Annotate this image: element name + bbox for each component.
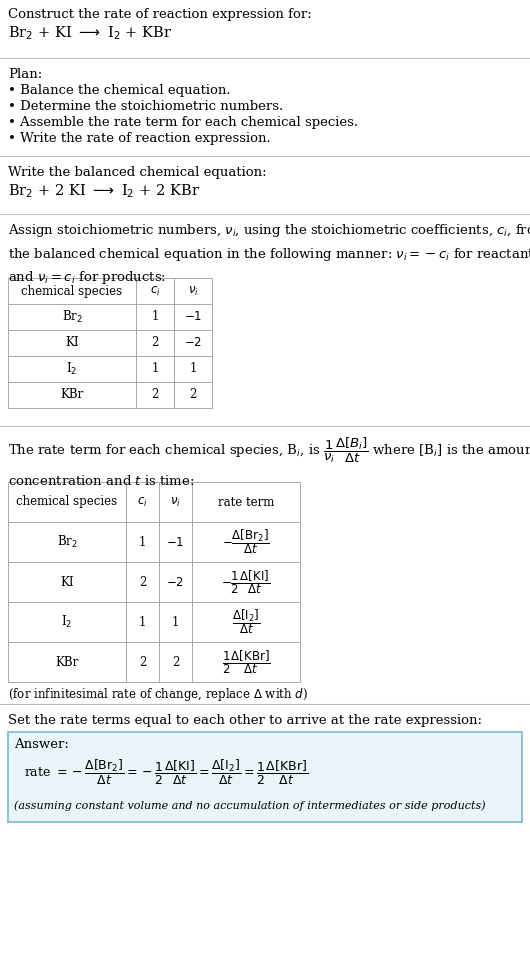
Bar [192,562,300,602]
Bar [8,304,136,330]
Text: I$_2$: I$_2$ [61,614,73,630]
Text: $\dfrac{1}{2}\dfrac{\Delta[\mathrm{KBr}]}{\Delta t}$: $\dfrac{1}{2}\dfrac{\Delta[\mathrm{KBr}]… [222,648,270,675]
Bar [159,602,192,642]
Text: 1: 1 [139,616,146,629]
Text: Br$_2$: Br$_2$ [57,534,77,550]
Bar [126,482,159,522]
Text: chemical species: chemical species [21,284,122,298]
Bar [8,356,136,382]
Text: 1: 1 [172,616,179,629]
Text: • Write the rate of reaction expression.: • Write the rate of reaction expression. [8,132,271,145]
Text: 1: 1 [151,310,158,323]
Text: $-1$: $-1$ [184,310,202,323]
Bar [159,562,192,602]
Text: • Determine the stoichiometric numbers.: • Determine the stoichiometric numbers. [8,100,283,113]
Text: Construct the rate of reaction expression for:: Construct the rate of reaction expressio… [8,8,312,21]
Text: KBr: KBr [60,388,84,401]
Text: rate $= -\dfrac{\Delta[\mathrm{Br}_2]}{\Delta t} = -\dfrac{1}{2}\dfrac{\Delta[\m: rate $= -\dfrac{\Delta[\mathrm{Br}_2]}{\… [24,758,308,787]
Text: KBr: KBr [55,656,78,669]
Bar [126,522,159,562]
Bar [159,642,192,682]
Bar [136,304,174,330]
Text: Answer:: Answer: [14,738,69,751]
Text: 2: 2 [151,388,158,401]
Text: 2: 2 [139,656,146,669]
Bar [192,602,300,642]
Bar [8,278,136,304]
Text: Assign stoichiometric numbers, $\nu_i$, using the stoichiometric coefficients, $: Assign stoichiometric numbers, $\nu_i$, … [8,222,530,286]
Bar [8,522,126,562]
Text: 2: 2 [151,337,158,349]
Text: rate term: rate term [218,496,274,508]
Text: (assuming constant volume and no accumulation of intermediates or side products): (assuming constant volume and no accumul… [14,800,485,810]
Text: Br$_2$: Br$_2$ [61,309,82,325]
Text: 2: 2 [139,576,146,589]
Text: The rate term for each chemical species, B$_i$, is $\dfrac{1}{\nu_i}\dfrac{\Delt: The rate term for each chemical species,… [8,436,530,488]
Text: $c_i$: $c_i$ [149,284,161,298]
Text: $c_i$: $c_i$ [137,496,148,508]
Text: Br$_2$ + 2 KI $\longrightarrow$ I$_2$ + 2 KBr: Br$_2$ + 2 KI $\longrightarrow$ I$_2$ + … [8,182,200,200]
Text: $-1$: $-1$ [166,536,184,549]
Bar [174,330,212,356]
Text: • Assemble the rate term for each chemical species.: • Assemble the rate term for each chemic… [8,116,358,129]
Text: (for infinitesimal rate of change, replace $\Delta$ with $d$): (for infinitesimal rate of change, repla… [8,686,308,703]
Text: 1: 1 [151,362,158,376]
Text: $-2$: $-2$ [166,576,184,589]
Bar [8,732,522,822]
Bar [8,382,136,408]
Bar [8,642,126,682]
Bar [136,330,174,356]
Bar [136,382,174,408]
Bar [126,602,159,642]
Bar [8,562,126,602]
Text: Write the balanced chemical equation:: Write the balanced chemical equation: [8,166,267,179]
Text: $\nu_i$: $\nu_i$ [170,496,181,508]
Bar [159,482,192,522]
Text: 1: 1 [139,536,146,549]
Text: $\nu_i$: $\nu_i$ [188,284,198,298]
Bar [8,482,126,522]
Text: 2: 2 [172,656,179,669]
Text: $\dfrac{\Delta[\mathrm{I}_2]}{\Delta t}$: $\dfrac{\Delta[\mathrm{I}_2]}{\Delta t}$ [232,608,260,636]
Text: 1: 1 [189,362,197,376]
Bar [136,278,174,304]
Text: $-\dfrac{\Delta[\mathrm{Br}_2]}{\Delta t}$: $-\dfrac{\Delta[\mathrm{Br}_2]}{\Delta t… [222,528,270,556]
Bar [126,562,159,602]
Text: • Balance the chemical equation.: • Balance the chemical equation. [8,84,231,97]
Text: KI: KI [60,576,74,589]
Bar [8,602,126,642]
Text: Set the rate terms equal to each other to arrive at the rate expression:: Set the rate terms equal to each other t… [8,714,482,727]
Bar [174,382,212,408]
Text: $-\dfrac{1}{2}\dfrac{\Delta[\mathrm{KI}]}{\Delta t}$: $-\dfrac{1}{2}\dfrac{\Delta[\mathrm{KI}]… [222,568,271,595]
Bar [136,356,174,382]
Text: KI: KI [65,337,79,349]
Bar [159,522,192,562]
Text: $-2$: $-2$ [184,337,202,349]
Bar [174,304,212,330]
Bar [126,642,159,682]
Text: Plan:: Plan: [8,68,42,81]
Bar [192,482,300,522]
Bar [192,642,300,682]
Bar [8,330,136,356]
Text: I$_2$: I$_2$ [66,361,77,377]
Text: Br$_2$ + KI $\longrightarrow$ I$_2$ + KBr: Br$_2$ + KI $\longrightarrow$ I$_2$ + KB… [8,24,172,42]
Text: 2: 2 [189,388,197,401]
Bar [174,356,212,382]
Bar [174,278,212,304]
Text: chemical species: chemical species [16,496,118,508]
Bar [192,522,300,562]
